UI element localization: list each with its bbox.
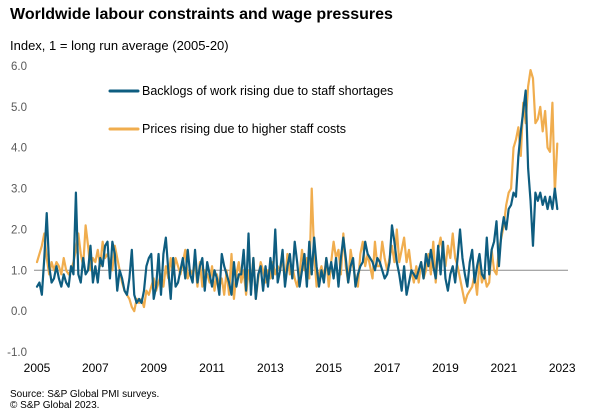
y-tick-label: 0.0 [11,306,27,318]
y-tick-label: 1.0 [11,265,27,277]
y-tick-label: 2.0 [11,224,27,236]
series-line-0 [35,89,559,305]
chart-title: Worldwide labour constraints and wage pr… [10,6,393,23]
y-tick-label: 3.0 [11,184,27,196]
series-line-1 [35,68,559,313]
legend-label-0: Backlogs of work rising due to staff sho… [142,84,393,98]
series-layer [35,68,559,313]
y-tick-label: 6.0 [11,61,27,73]
x-tick-label: 2009 [140,361,167,375]
source-note: Source: S&P Global PMI surveys. © S&P Gl… [10,389,159,411]
x-tick-label: 2023 [549,361,576,375]
source-line: Source: S&P Global PMI surveys. [10,389,160,400]
copyright-line: © S&P Global 2023. [10,400,100,411]
legend-label-1: Prices rising due to higher staff costs [142,122,346,136]
y-tick-label: -1.0 [7,347,27,359]
x-tick-label: 2015 [315,361,342,375]
x-tick-label: 2013 [257,361,284,375]
legend: Backlogs of work rising due to staff sho… [108,84,393,136]
y-tick-label: 4.0 [11,143,27,155]
x-tick-label: 2011 [199,361,225,375]
x-tick-label: 2017 [374,361,401,375]
y-axis: -1.0 0.0 1.0 2.0 3.0 4.0 5.0 6.0 [7,61,27,359]
x-tick-label: 2005 [24,361,51,375]
x-tick-label: 2007 [82,361,109,375]
y-axis-unit-label: Index, 1 = long run average (2005-20) [10,38,229,53]
x-axis: 2005 2007 2009 2011 2013 2015 2017 2019 2021 2023 [24,361,576,375]
x-tick-label: 2021 [490,361,517,375]
y-tick-label: 5.0 [11,102,27,114]
x-tick-label: 2019 [432,361,459,375]
